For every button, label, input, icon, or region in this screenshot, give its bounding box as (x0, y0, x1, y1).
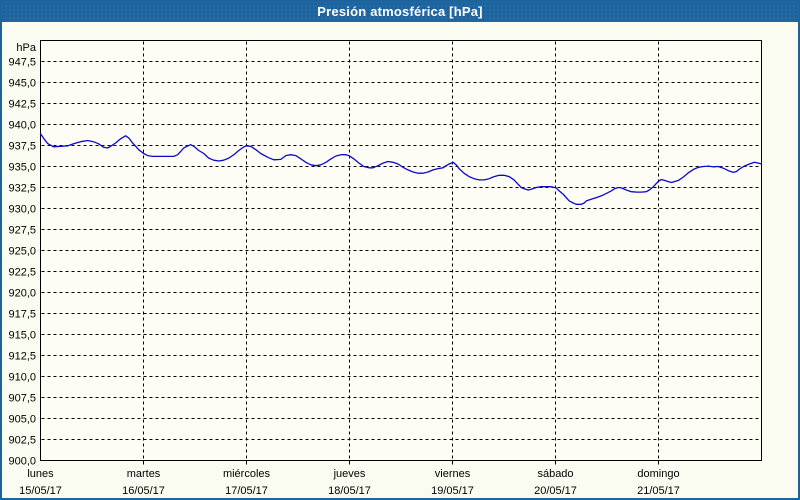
y-tick-label: 900,0 (8, 456, 36, 468)
y-tick-label: 925,0 (8, 246, 36, 258)
x-date-label: 17/05/17 (225, 485, 268, 497)
y-tick-label: 902,5 (8, 435, 36, 447)
chart-title-bar: Presión atmosférica [hPa] (2, 2, 798, 22)
x-date-label: 21/05/17 (637, 485, 680, 497)
plot-area (40, 40, 762, 461)
pressure-line-chart: hPa 947,5 945,0 942,5 940,0 937,5 935,0 932,5 9… (8, 40, 763, 497)
y-tick-label: 910,0 (8, 372, 36, 384)
x-day-label: lunes (27, 468, 54, 480)
x-date-label: 15/05/17 (19, 485, 62, 497)
y-tick-label: 940,0 (8, 120, 36, 132)
y-tick-label: 932,5 (8, 183, 36, 195)
y-tick-label: 942,5 (8, 99, 36, 111)
x-day-label: miércoles (223, 468, 271, 480)
x-day-label: jueves (333, 468, 366, 480)
x-date-label: 18/05/17 (328, 485, 371, 497)
x-day-label: domingo (637, 468, 679, 480)
y-tick-label: 920,0 (8, 288, 36, 300)
y-tick-label: 922,5 (8, 267, 36, 279)
y-tick-label: 912,5 (8, 351, 36, 363)
y-tick-label: 935,0 (8, 162, 36, 174)
y-tick-label: 945,0 (8, 78, 36, 90)
x-day-label: viernes (435, 468, 471, 480)
x-date-label: 19/05/17 (431, 485, 474, 497)
y-tick-label: 917,5 (8, 309, 36, 321)
x-date-label: 20/05/17 (534, 485, 577, 497)
x-day-label: sábado (537, 468, 573, 480)
y-tick-label: 905,0 (8, 414, 36, 426)
y-tick-label: 947,5 (8, 57, 36, 69)
x-date-label: 16/05/17 (122, 485, 165, 497)
y-tick-label: 907,5 (8, 393, 36, 405)
y-tick-label: 927,5 (8, 225, 36, 237)
y-tick-label: 937,5 (8, 141, 36, 153)
y-axis-unit-label: hPa (16, 42, 36, 54)
y-tick-label: 915,0 (8, 330, 36, 342)
chart-title: Presión atmosférica [hPa] (317, 4, 483, 19)
pressure-line (39, 133, 763, 205)
y-tick-label: 930,0 (8, 204, 36, 216)
x-day-label: martes (127, 468, 161, 480)
